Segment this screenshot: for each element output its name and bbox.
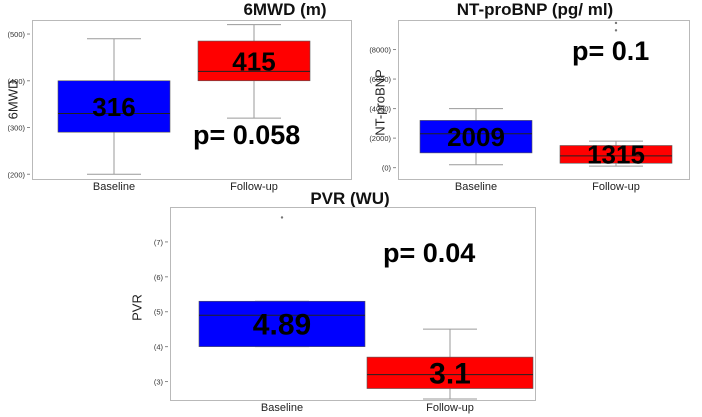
x-category-label: Baseline [261,402,303,414]
y-tick-label: (200) [7,170,25,179]
box-follow-up [197,40,311,82]
box-value-label: 316 [92,92,135,122]
box-follow-up [366,356,534,389]
outlier-point [280,216,284,219]
box-follow-up [559,145,673,164]
outlier-point [614,29,618,32]
y-tick-label: (300) [7,124,25,133]
chart-title: PVR (WU) [310,189,390,208]
box-value-label: 1315 [587,140,645,170]
x-category-label: Follow-up [426,402,474,414]
y-tick-label: (2000) [369,134,391,143]
y-tick-label: (7) [154,238,164,247]
p-value-annotation: p= 0.1 [572,36,650,66]
box-value-label: 3.1 [429,358,471,391]
y-tick-label: (0) [382,164,392,173]
chart-title: 6MWD (m) [243,0,327,19]
y-tick-label: (6) [154,273,164,282]
y-tick-label: (4) [154,343,164,352]
y-tick-label: (6000) [369,75,391,84]
y-tick-label: (500) [7,30,25,39]
y-tick-label: (8000) [369,46,391,55]
x-category-label: Baseline [93,181,135,193]
box-baseline [198,300,366,347]
box-value-label: 415 [232,46,275,76]
y-tick-label: (400) [7,77,25,86]
box-value-label: 2009 [447,122,505,152]
y-tick-label: (3) [154,378,164,387]
x-category-label: Follow-up [592,181,640,193]
x-category-label: Baseline [455,181,497,193]
chart-title: NT-proBNP (pg/ ml) [456,0,614,19]
p-value-annotation: p= 0.058 [193,120,301,150]
outlier-point [614,21,618,25]
p-value-annotation: p= 0.04 [383,238,476,268]
x-category-label: Follow-up [230,181,278,193]
box-baseline [419,120,533,154]
y-tick-label: (4000) [369,105,391,114]
box-value-label: 4.89 [253,309,311,342]
box-baseline [57,80,171,133]
y-tick-label: (5) [154,308,164,317]
